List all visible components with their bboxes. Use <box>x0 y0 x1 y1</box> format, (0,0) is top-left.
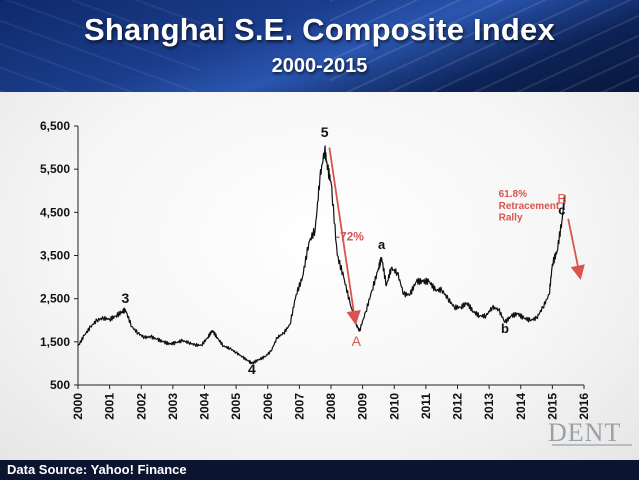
x-tick-label: 2006 <box>261 393 275 420</box>
data-source: Data Source: Yahoo! Finance <box>7 462 187 477</box>
wave-label-5: 5 <box>321 124 329 140</box>
y-tick-label: 2,500 <box>40 292 70 306</box>
wave-label-b: b <box>501 321 509 336</box>
x-tick-label: 2013 <box>482 393 496 420</box>
y-tick-label: 3,500 <box>40 249 70 263</box>
x-tick-label: 2004 <box>198 393 212 420</box>
x-tick-label: 2010 <box>387 393 401 420</box>
retracement-percent-label: 61.8% <box>499 189 527 200</box>
chart-panel <box>0 92 639 460</box>
x-tick-label: 2016 <box>577 393 591 420</box>
wave-label-c: c <box>558 202 565 217</box>
x-tick-label: 2009 <box>356 393 370 420</box>
wave-label-3: 3 <box>122 290 130 306</box>
line-chart: 500 1,500 2,500 3,500 4,500 5,500 6,500 2000 200… <box>40 119 591 420</box>
y-tick-label: 1,500 <box>40 335 70 349</box>
wave-label-B: B <box>557 191 566 207</box>
logo-underline <box>552 444 632 446</box>
x-tick-label: 2000 <box>71 393 85 420</box>
x-tick-label: 2015 <box>545 393 559 420</box>
x-tick-label: 2001 <box>103 393 117 420</box>
x-tick-label: 2003 <box>166 393 180 420</box>
x-tick-label: 2008 <box>324 393 338 420</box>
decline-arrow <box>328 147 361 326</box>
chart-title: Shanghai S.E. Composite Index <box>84 12 555 47</box>
wave-label-A: A <box>352 333 362 349</box>
wave-label-a: a <box>378 237 386 252</box>
chart-subtitle: 2000-2015 <box>271 55 368 77</box>
y-tick-label: 4,500 <box>40 205 70 219</box>
dent-logo: DENT <box>548 418 622 447</box>
rally-label: Rally <box>499 213 523 224</box>
decline-percent-label: -72% <box>336 229 364 243</box>
y-tick-label: 5,500 <box>40 162 70 176</box>
wave-label-4: 4 <box>248 361 256 377</box>
retracement-label: Retracement <box>499 201 560 212</box>
x-tick-label: 2012 <box>451 393 465 420</box>
decline-arrow-b <box>567 218 585 280</box>
series-line <box>77 145 566 365</box>
x-tick-label: 2002 <box>134 393 148 420</box>
x-tick-label: 2014 <box>514 393 528 420</box>
x-tick-label: 2005 <box>229 393 243 420</box>
y-tick-label: 500 <box>50 378 70 392</box>
y-tick-label: 6,500 <box>40 119 70 133</box>
header-banner <box>0 0 639 92</box>
footer-bar <box>0 460 639 480</box>
x-tick-label: 2007 <box>292 393 306 420</box>
x-tick-label: 2011 <box>419 393 433 419</box>
